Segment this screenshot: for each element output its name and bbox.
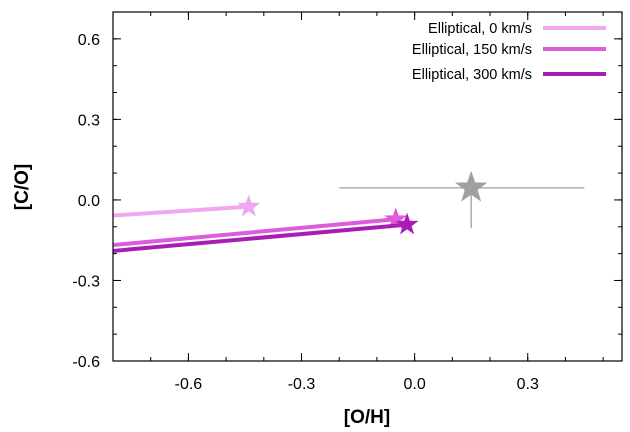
y-ticks: -0.6 -0.3 0.0 0.3 0.6: [72, 11, 622, 371]
x-tick-label: -0.3: [288, 376, 316, 393]
series-star-marker: [395, 212, 419, 235]
x-tick-label: -0.6: [175, 376, 203, 393]
series-star-marker: [384, 207, 408, 229]
legend-label: Elliptical, 0 km/s: [428, 21, 532, 37]
legend: Elliptical, 0 km/s Elliptical, 150 km/s El…: [412, 21, 606, 83]
y-tick-label: -0.3: [72, 273, 100, 290]
y-tick-label: -0.6: [72, 354, 100, 371]
plot-frame: [112, 11, 623, 362]
y-tick-label: 0.3: [78, 112, 100, 129]
legend-label: Elliptical, 300 km/s: [412, 67, 532, 83]
x-tick-label: 0.0: [404, 376, 426, 393]
x-ticks: -0.6 -0.3 0.0 0.3: [112, 12, 604, 393]
x-tick-label: 0.3: [517, 376, 539, 393]
series-line: [112, 204, 249, 218]
series-star-marker: [237, 194, 261, 217]
plot-series: [112, 194, 419, 253]
reference-star-marker: [455, 170, 488, 202]
series-line: [112, 222, 408, 253]
legend-label: Elliptical, 150 km/s: [412, 42, 532, 58]
reference-point: [339, 170, 585, 229]
y-axis-title: [C/O]: [12, 164, 33, 210]
y-tick-label: 0.6: [78, 32, 100, 49]
x-axis-title: [O/H]: [344, 407, 390, 428]
y-tick-label: 0.0: [78, 193, 100, 210]
series-line: [112, 217, 396, 248]
